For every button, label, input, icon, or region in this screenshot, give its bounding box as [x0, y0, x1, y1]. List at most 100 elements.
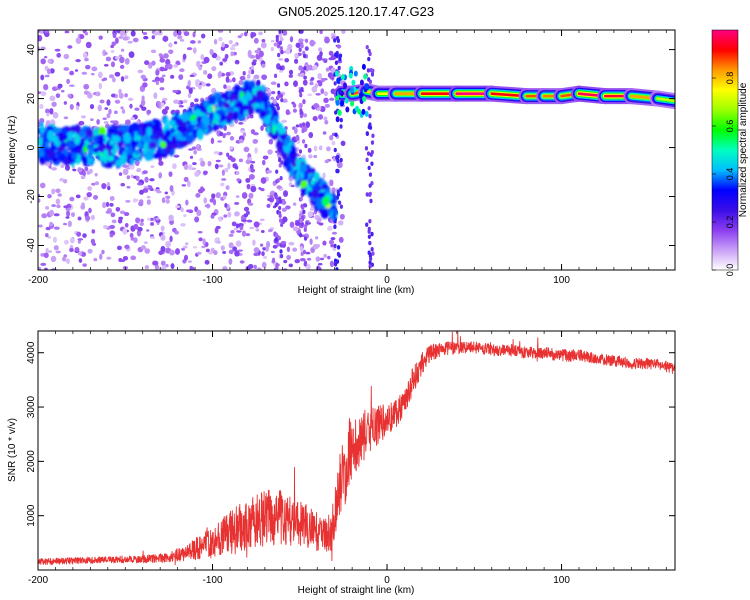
spectrogram-ridge-blob — [134, 149, 140, 156]
spectrogram-speckle — [282, 30, 288, 36]
spectrogram-streak — [368, 219, 372, 224]
spectrogram-ridge-blob — [130, 158, 136, 165]
spectrogram-streak — [276, 178, 280, 183]
spectrogram-streak — [278, 196, 282, 201]
spectrogram-speckle — [97, 71, 103, 79]
spectrogram-speckle — [217, 30, 224, 33]
spectrogram-speckle — [130, 174, 134, 179]
spectrogram-speckle — [54, 48, 61, 52]
spectrogram-ridge-blob — [39, 121, 44, 133]
spectrogram-streak — [278, 157, 282, 162]
spectrogram-streak — [368, 79, 373, 84]
spectrogram-streak — [300, 43, 304, 49]
spectrogram-speckle — [322, 240, 327, 246]
spectrogram-speckle — [232, 51, 238, 56]
spectrogram-speckle — [233, 43, 238, 47]
spectrogram-speckle — [118, 54, 123, 58]
spectrogram-speckle — [309, 81, 314, 86]
spectrogram-streak — [368, 183, 372, 188]
spectrogram-speckle — [313, 154, 318, 158]
spectrogram-ridge-blob — [150, 128, 157, 135]
spectrogram-speckle — [304, 46, 309, 51]
spectrogram-speckle — [119, 30, 125, 36]
spectrogram-speckle — [114, 56, 120, 60]
spectrogram-streak — [276, 83, 281, 88]
spectrogram-speckle — [207, 73, 213, 80]
spectrogram-speckle — [165, 241, 172, 248]
spectrogram-streak — [276, 242, 280, 247]
spectrogram-ridge-blob — [299, 178, 308, 189]
spectrogram-speckle — [227, 162, 231, 170]
spectrogram-speckle — [228, 39, 233, 45]
spectrogram-speckle — [40, 58, 46, 65]
spectrogram-speckle — [169, 249, 175, 256]
spectrogram-ridge-blob — [321, 183, 328, 189]
spectrogram-speckle — [189, 155, 194, 159]
spectrogram-ridge-blob — [179, 140, 189, 147]
spectrogram-speckle — [253, 74, 260, 80]
spectrogram-speckle — [49, 107, 54, 115]
spectrogram-speckle — [161, 74, 166, 78]
spectrogram-speckle — [196, 209, 202, 217]
spectrogram-speckle — [159, 77, 165, 84]
spectrogram-speckle — [51, 101, 57, 107]
spectrogram-speckle — [84, 166, 89, 172]
spectrogram-speckle — [202, 82, 206, 87]
spectrogram-speckle — [116, 245, 122, 251]
spectrogram-speckle — [189, 74, 195, 78]
spectrogram-speckle — [226, 131, 231, 136]
spectrogram-speckle — [312, 64, 318, 71]
spectrogram-speckle — [211, 66, 217, 72]
spectrogram-speckle — [128, 51, 135, 58]
spectrogram-speckle — [187, 79, 191, 87]
spectrogram-speckle — [55, 250, 61, 254]
spectrogram-speckle — [265, 241, 271, 248]
spectrogram-speckle — [129, 103, 133, 109]
spectrogram-speckle — [192, 246, 198, 249]
spectrogram-speckle — [305, 263, 311, 270]
spectrogram-speckle — [307, 93, 313, 97]
spectrogram-speckle — [101, 201, 107, 209]
spectrogram-speckle — [277, 58, 284, 61]
spectrogram-speckle — [219, 132, 224, 136]
spectrogram-speckle — [250, 185, 257, 193]
spectrogram-burst — [350, 86, 355, 93]
spectrogram-speckle — [183, 176, 189, 182]
spectrogram-speckle — [130, 255, 137, 261]
spectrogram-streak — [273, 73, 278, 79]
spectrogram-speckle — [49, 95, 56, 102]
spectrogram-ridge-blob — [175, 132, 183, 141]
spectrogram-speckle — [121, 108, 126, 114]
spectrogram-speckle — [258, 187, 262, 190]
spectrogram-speckle — [121, 259, 125, 263]
spectrogram-speckle — [320, 77, 325, 83]
spectrogram-streak — [301, 128, 305, 134]
spectrogram-speckle — [253, 37, 259, 44]
spectrogram-speckle — [303, 113, 308, 118]
spectrogram-speckle — [173, 99, 180, 104]
spectrogram-speckle — [125, 119, 131, 125]
spectrogram-streak — [298, 149, 303, 154]
spectrogram-speckle — [75, 59, 81, 63]
spectrogram-streak — [367, 250, 371, 255]
snr-ytick-label: 1000 — [26, 504, 37, 527]
spectrogram-speckle — [267, 149, 273, 155]
spectrogram-speckle — [239, 225, 244, 231]
spectrogram-speckle — [139, 189, 144, 195]
spectrogram-speckle — [63, 205, 70, 209]
spectrogram-speckle — [91, 241, 95, 246]
spectrogram-speckle — [122, 164, 128, 168]
spectrogram-speckle — [253, 221, 260, 228]
spectrogram-speckle — [62, 222, 68, 226]
spectrogram-speckle — [149, 217, 154, 221]
spectrogram-streak — [336, 154, 340, 160]
spectrogram-ytick-label: -20 — [26, 189, 37, 204]
spectrogram-speckle — [122, 228, 128, 235]
spectrogram-speckle — [44, 31, 50, 38]
spectrogram-speckle — [165, 58, 171, 66]
spectrogram-speckle — [80, 251, 87, 257]
spectrogram-speckle — [168, 171, 173, 177]
spectrogram-speckle — [309, 238, 313, 245]
spectrogram-speckle — [247, 202, 254, 206]
spectrogram-speckle — [125, 199, 131, 203]
